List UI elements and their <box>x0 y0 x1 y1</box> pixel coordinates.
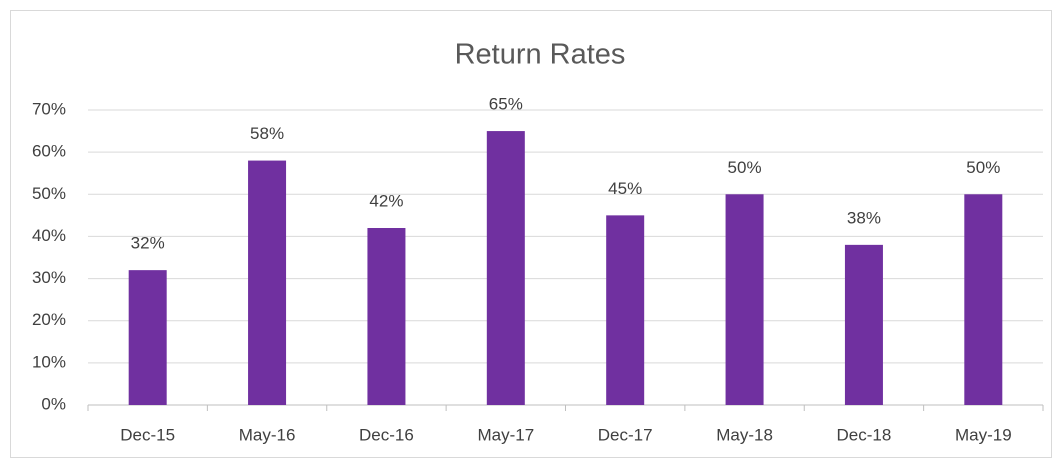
data-label: 32% <box>131 234 165 253</box>
data-label: 42% <box>369 191 403 210</box>
x-tick-label: Dec-16 <box>359 425 414 444</box>
x-tick-label: May-17 <box>477 425 534 444</box>
bar <box>486 131 525 406</box>
bar <box>844 244 883 405</box>
data-label: 38% <box>847 208 881 227</box>
bar <box>606 215 645 405</box>
bar <box>248 160 287 405</box>
x-tick-label: Dec-17 <box>598 425 653 444</box>
y-tick-label: 40% <box>32 226 66 245</box>
bar <box>128 270 167 405</box>
x-tick-label: Dec-18 <box>837 425 892 444</box>
y-tick-label: 60% <box>32 142 66 161</box>
x-tick-label: May-18 <box>716 425 773 444</box>
data-label: 58% <box>250 124 284 143</box>
bar <box>367 228 406 405</box>
x-tick-label: Dec-15 <box>120 425 175 444</box>
data-label: 50% <box>728 158 762 177</box>
y-tick-label: 10% <box>32 352 66 371</box>
chart-title: Return Rates <box>455 39 626 71</box>
data-label: 65% <box>489 95 523 114</box>
y-tick-label: 70% <box>32 99 66 118</box>
y-tick-label: 0% <box>41 394 66 413</box>
bar <box>964 194 1003 405</box>
x-tick-label: May-16 <box>239 425 296 444</box>
data-label: 50% <box>966 158 1000 177</box>
data-label: 45% <box>608 179 642 198</box>
bar <box>725 194 764 405</box>
y-tick-label: 30% <box>32 268 66 287</box>
y-tick-label: 20% <box>32 310 66 329</box>
y-tick-label: 50% <box>32 184 66 203</box>
x-tick-label: May-19 <box>955 425 1012 444</box>
